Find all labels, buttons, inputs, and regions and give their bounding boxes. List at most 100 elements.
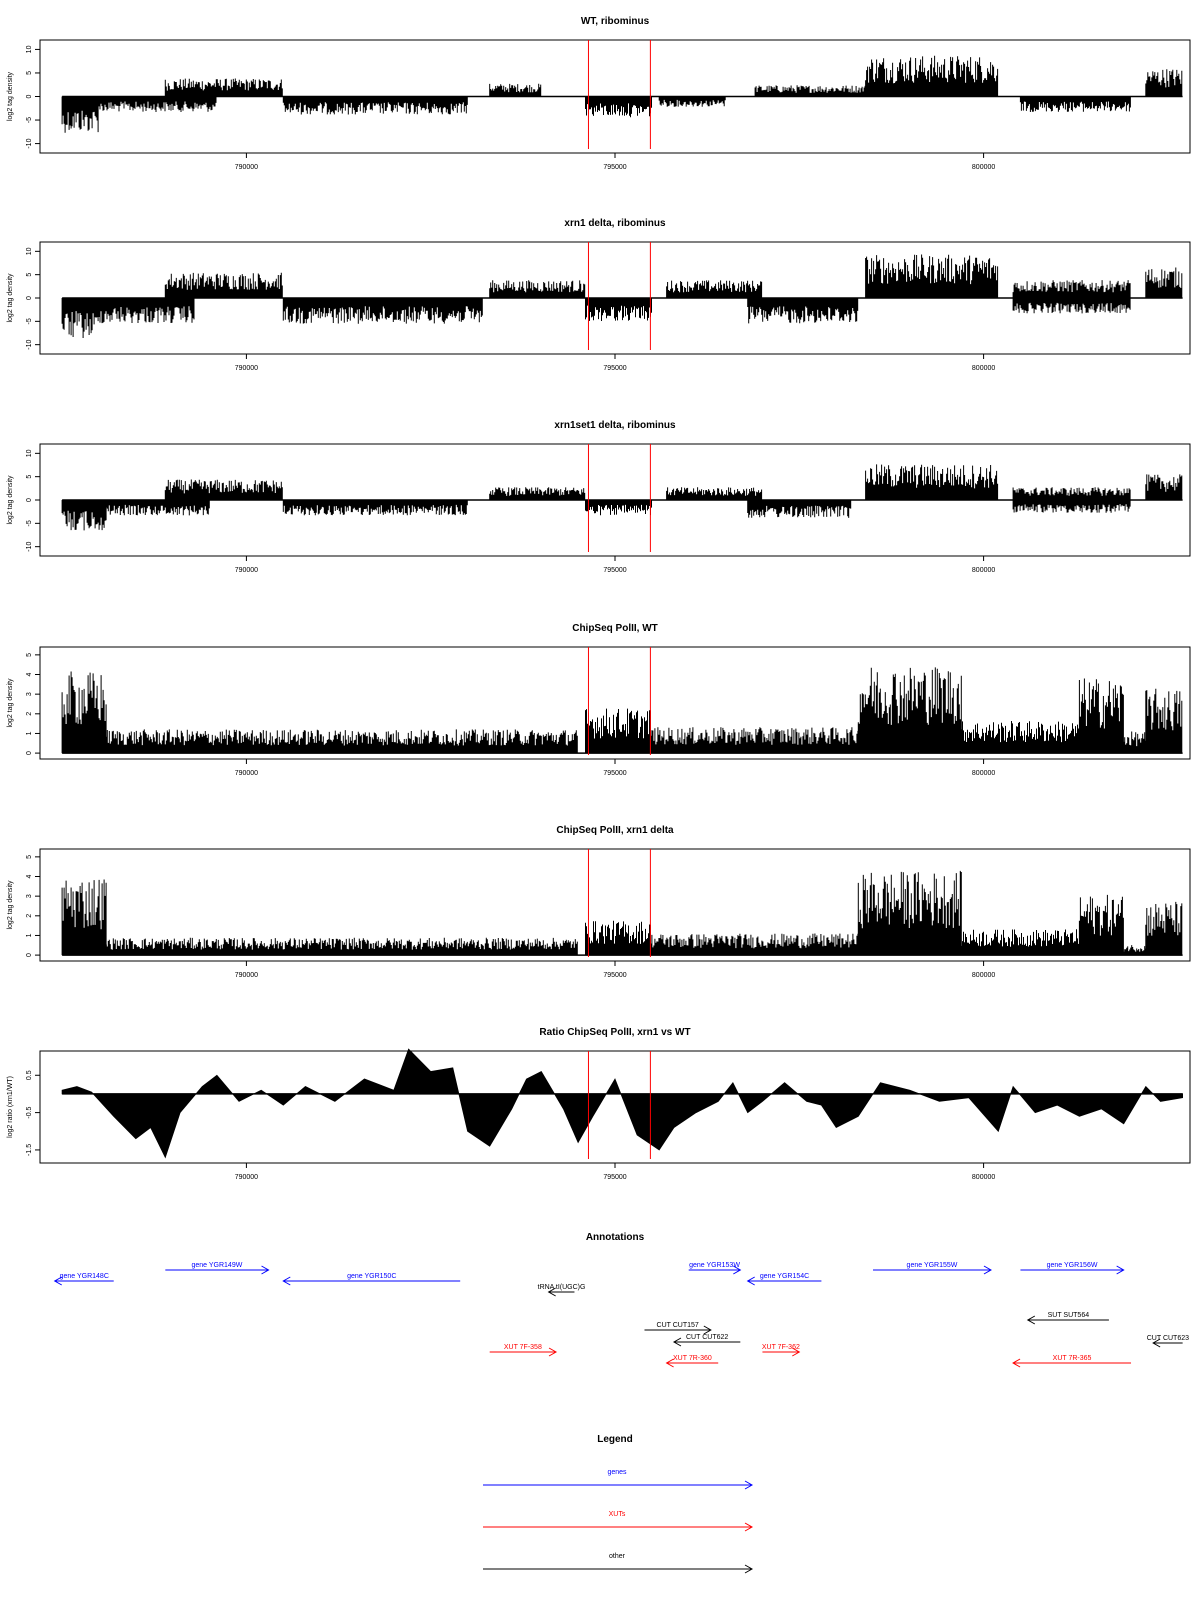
y-tick-label: 5 <box>26 855 33 859</box>
legend-label: XUTs <box>609 1511 626 1518</box>
signal-segment <box>747 298 859 324</box>
x-tick-label: 790000 <box>235 770 258 777</box>
legend-title: Legend <box>597 1434 633 1445</box>
annotation-arrow-head <box>53 1276 62 1286</box>
annotation-arrow-head <box>672 1337 682 1347</box>
annotation-label: XUT 7F-362 <box>762 1344 800 1351</box>
y-tick-label: 1 <box>26 731 33 735</box>
signal-segment <box>105 500 210 516</box>
y-tick-label: -1.5 <box>26 1144 33 1156</box>
signal-segment <box>651 933 859 956</box>
annotations-title: Annotations <box>586 1232 645 1243</box>
signal-segment <box>105 937 578 956</box>
signal-segment <box>585 500 652 516</box>
annotation-arrow-head <box>792 1347 801 1357</box>
y-tick-label: -5 <box>26 117 33 123</box>
y-axis-label: log2 tag density <box>7 71 14 121</box>
y-tick-label: 2 <box>26 712 33 716</box>
x-tick-label: 790000 <box>235 164 258 171</box>
signal-segment <box>1145 267 1183 298</box>
signal-segment <box>585 920 652 956</box>
y-tick-label: 10 <box>26 247 33 255</box>
annotation-label: CUT CUT622 <box>686 1334 728 1341</box>
x-tick-label: 790000 <box>235 567 258 574</box>
signal-segment <box>282 298 483 324</box>
annotation-arrow-head <box>261 1265 270 1275</box>
signal-segment <box>651 727 859 754</box>
x-tick-label: 800000 <box>972 770 995 777</box>
annotation-label: gene YGR148C <box>60 1273 109 1280</box>
y-tick-label: 4 <box>26 874 33 878</box>
y-tick-label: 0 <box>26 751 33 755</box>
signal-segment <box>98 298 195 324</box>
x-tick-label: 795000 <box>603 567 626 574</box>
legend-arrow-head <box>744 1480 754 1490</box>
annotation-arrow-head <box>547 1287 556 1297</box>
ratio-area <box>61 1048 1183 1159</box>
y-tick-label: 0 <box>26 94 33 98</box>
chart-title: ChipSeq PolII, xrn1 delta <box>556 825 674 836</box>
chart-title: Ratio ChipSeq PolII, xrn1 vs WT <box>539 1027 690 1038</box>
signal-segment <box>658 96 726 107</box>
signal-segment <box>865 254 999 298</box>
chart-title: WT, ribominus <box>581 16 650 27</box>
y-tick-label: 1 <box>26 933 33 937</box>
annotation-label: gene YGR153W <box>689 1262 740 1269</box>
signal-segment <box>1012 487 1131 500</box>
annotation-arrow-head <box>733 1265 742 1275</box>
y-tick-label: 10 <box>26 449 33 457</box>
y-tick-label: -10 <box>26 340 33 350</box>
signal-segment <box>857 870 962 956</box>
y-axis-label: log2 ratio (xrn1/WT) <box>7 1076 14 1138</box>
signal-segment <box>164 272 283 298</box>
annotation-label: CUT CUT623 <box>1147 1335 1189 1342</box>
annotation-label: tRNA tI(UGC)G <box>538 1284 586 1291</box>
y-tick-label: 5 <box>26 475 33 479</box>
y-tick-label: 5 <box>26 273 33 277</box>
signal-segment <box>754 85 866 97</box>
annotation-arrow-head <box>1012 1358 1021 1368</box>
legend-arrow-head <box>744 1564 754 1574</box>
y-tick-label: 0 <box>26 296 33 300</box>
signal-segment <box>857 667 962 754</box>
y-tick-label: 4 <box>26 672 33 676</box>
y-tick-label: -10 <box>26 542 33 552</box>
annotation-arrow-head <box>1152 1338 1161 1348</box>
signal-segment <box>489 280 586 298</box>
signal-segment <box>1123 945 1147 956</box>
signal-segment <box>1078 894 1124 956</box>
y-tick-label: 3 <box>26 692 33 696</box>
signal-segment <box>1145 69 1183 97</box>
annotation-label: gene YGR154C <box>760 1273 809 1280</box>
annotation-arrow-head <box>983 1265 992 1275</box>
annotation-label: gene YGR149W <box>191 1262 242 1269</box>
signal-segment <box>666 487 763 500</box>
signal-segment <box>865 55 999 97</box>
annotation-label: XUT 7R-360 <box>673 1355 712 1362</box>
signal-segment <box>489 487 586 500</box>
annotation-label: SUT SUT564 <box>1048 1312 1090 1319</box>
y-tick-label: 0.5 <box>26 1070 33 1080</box>
x-tick-label: 790000 <box>235 365 258 372</box>
x-tick-label: 795000 <box>603 365 626 372</box>
signal-segment <box>61 96 99 133</box>
chart-title: xrn1 delta, ribominus <box>564 218 666 229</box>
signal-segment <box>1012 280 1131 298</box>
signal-segment <box>1145 901 1183 956</box>
annotation-arrow-head <box>665 1358 674 1368</box>
y-axis-label: log2 tag density <box>7 678 14 728</box>
x-tick-label: 795000 <box>603 972 626 979</box>
annotation-arrow-head <box>703 1325 712 1335</box>
signal-segment <box>585 708 652 754</box>
y-tick-label: -5 <box>26 520 33 526</box>
annotation-arrow-head <box>1116 1265 1125 1275</box>
x-tick-label: 800000 <box>972 365 995 372</box>
x-tick-label: 795000 <box>603 770 626 777</box>
y-tick-label: 0 <box>26 498 33 502</box>
y-tick-label: -5 <box>26 318 33 324</box>
signal-segment <box>61 879 107 956</box>
x-tick-label: 800000 <box>972 567 995 574</box>
signal-segment <box>747 500 852 518</box>
signal-segment <box>1145 688 1183 754</box>
